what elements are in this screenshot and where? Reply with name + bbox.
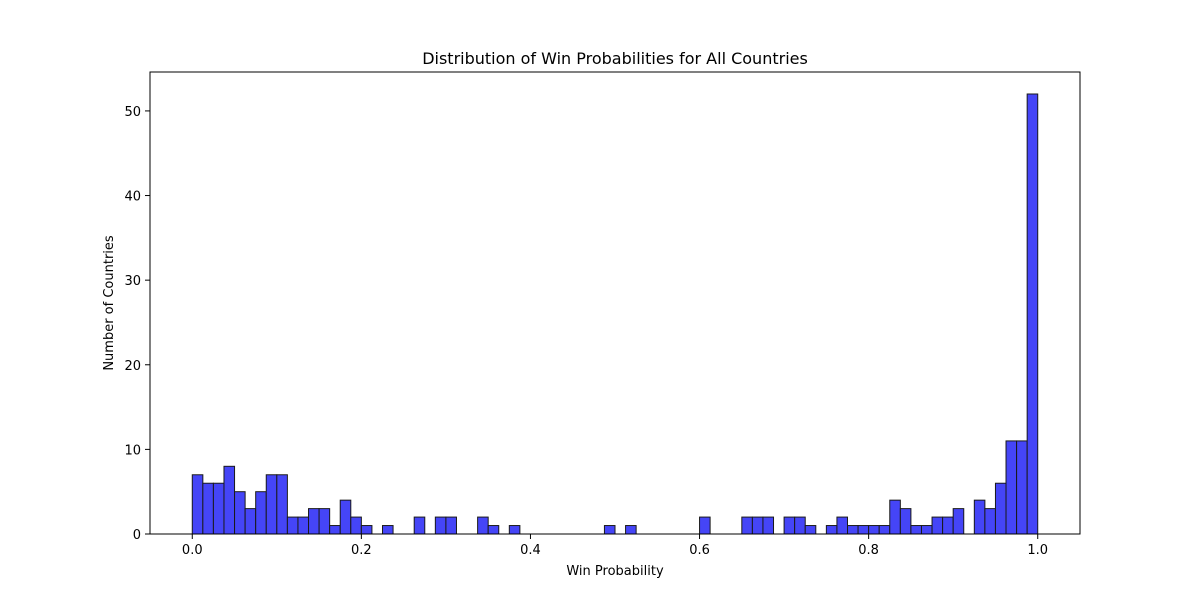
histogram-bar xyxy=(382,525,394,535)
histogram-bar xyxy=(804,525,817,535)
histogram-bar xyxy=(868,525,880,535)
y-tick-label: 40 xyxy=(124,190,141,205)
histogram-bar xyxy=(878,525,891,535)
histogram-bar xyxy=(318,508,331,535)
histogram-bar xyxy=(603,525,616,535)
histogram-bar xyxy=(1026,93,1039,535)
plot-frame xyxy=(149,71,1081,535)
histogram-bar xyxy=(477,516,489,535)
histogram-bar xyxy=(434,516,447,535)
histogram-bar xyxy=(360,525,373,535)
histogram-bar xyxy=(1016,440,1028,535)
histogram-bar xyxy=(825,525,838,535)
histogram-bar xyxy=(625,525,637,535)
x-tick-label: 0.8 xyxy=(858,543,879,558)
histogram-bar xyxy=(899,508,912,535)
y-axis: 0 10 20 30 40 50 xyxy=(124,105,150,543)
histogram-bar xyxy=(276,474,288,535)
histogram-bar xyxy=(487,525,500,535)
histogram-bar xyxy=(910,525,922,535)
histogram-bar xyxy=(265,474,278,535)
bars-group xyxy=(191,93,1039,535)
histogram-bar xyxy=(699,516,711,535)
y-tick-label: 10 xyxy=(124,443,141,458)
histogram-bar xyxy=(1005,440,1018,535)
x-tick-label: 1.0 xyxy=(1027,543,1048,558)
x-tick-label: 0.6 xyxy=(689,543,710,558)
histogram-bar xyxy=(445,516,457,535)
histogram-bar xyxy=(931,516,944,535)
histogram-bar xyxy=(255,491,267,535)
histogram-bar xyxy=(942,516,954,535)
histogram-bar xyxy=(350,516,362,535)
histogram-bar xyxy=(244,508,257,535)
histogram-bar xyxy=(889,499,901,535)
x-tick-label: 0.0 xyxy=(182,543,203,558)
histogram-bar xyxy=(952,508,965,535)
x-axis-label: Win Probability xyxy=(566,564,664,579)
y-tick-label: 20 xyxy=(124,359,141,374)
histogram-bar xyxy=(413,516,426,535)
x-tick-label: 0.2 xyxy=(351,543,372,558)
histogram-bar xyxy=(857,525,870,535)
histogram-bar xyxy=(794,516,806,535)
histogram-bar xyxy=(191,474,204,535)
histogram-bar xyxy=(847,525,859,535)
histogram-bar xyxy=(508,525,521,535)
histogram-bar xyxy=(973,499,986,535)
histogram-bar xyxy=(223,465,236,535)
y-tick-label: 0 xyxy=(133,528,141,543)
histogram-bar xyxy=(339,499,352,535)
histogram-bar xyxy=(286,516,299,535)
histogram-bar xyxy=(984,508,996,535)
histogram-bar xyxy=(234,491,246,535)
histogram-bar xyxy=(751,516,764,535)
histogram-bar xyxy=(297,516,310,535)
chart-title: Distribution of Win Probabilities for Al… xyxy=(422,49,808,68)
y-tick-label: 30 xyxy=(124,274,141,289)
x-axis: 0.0 0.2 0.4 0.6 0.8 1.0 xyxy=(182,534,1048,558)
y-axis-label: Number of Countries xyxy=(102,235,117,371)
histogram-bar xyxy=(329,525,341,535)
x-tick-label: 0.4 xyxy=(520,543,541,558)
histogram-bar xyxy=(202,482,214,535)
histogram-bar xyxy=(920,525,933,535)
histogram-bar xyxy=(994,482,1007,535)
histogram-bar xyxy=(836,516,849,535)
histogram-bar xyxy=(783,516,796,535)
histogram-bar xyxy=(741,516,753,535)
histogram-bar xyxy=(212,482,225,535)
histogram-bar xyxy=(762,516,775,535)
histogram-bar xyxy=(308,508,320,535)
y-tick-label: 50 xyxy=(124,105,141,120)
